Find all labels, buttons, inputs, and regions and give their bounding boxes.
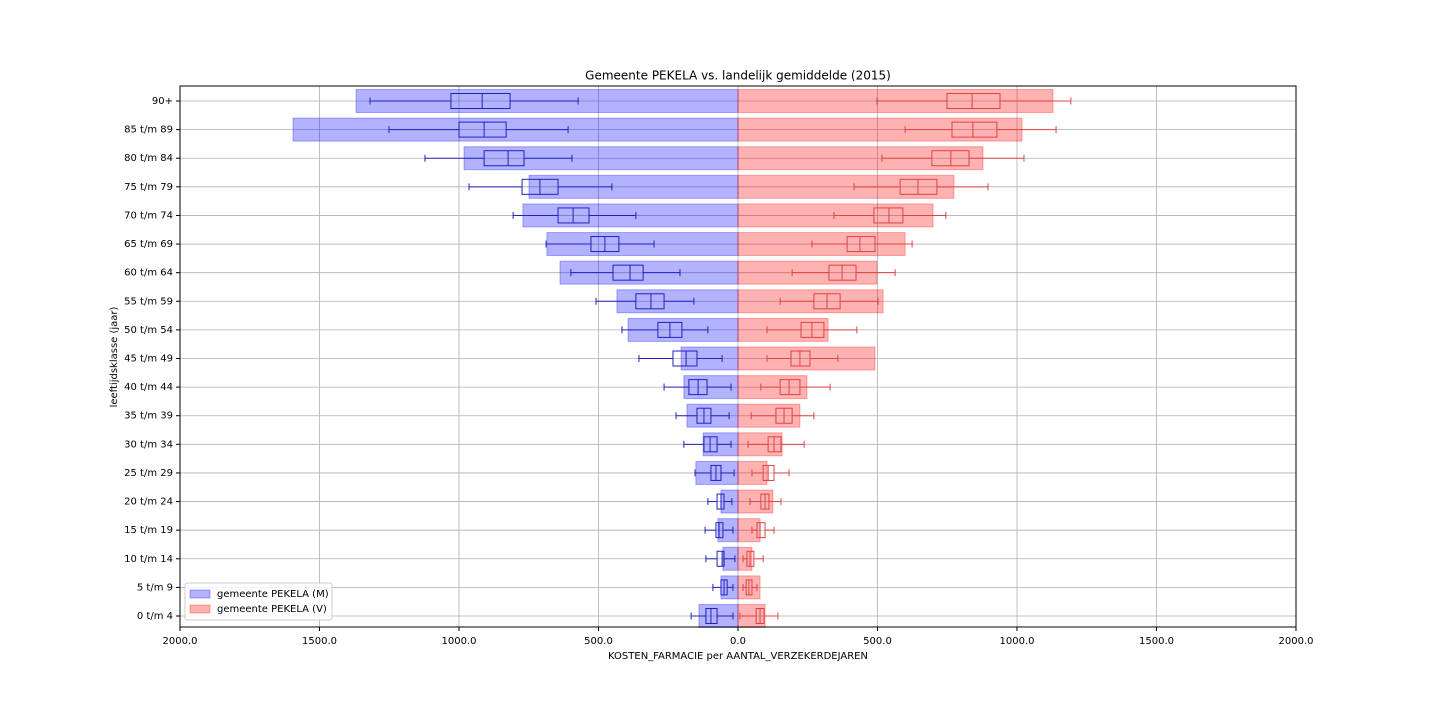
y-tick-label: 50 t/m 54 (124, 325, 173, 336)
x-tick-label: 2000.0 (1279, 636, 1314, 647)
y-tick-label: 90+ (152, 96, 173, 107)
box (756, 522, 766, 539)
box (951, 121, 998, 138)
box (483, 150, 525, 167)
box (846, 236, 876, 253)
x-tick-label: 1000.0 (442, 636, 477, 647)
y-tick-label: 5 t/m 9 (137, 582, 173, 593)
x-tick-label: 1500.0 (1139, 636, 1174, 647)
box (800, 321, 825, 338)
box (705, 608, 718, 624)
y-tick-label: 60 t/m 64 (124, 268, 173, 279)
bar (528, 174, 739, 199)
bar (737, 117, 1023, 142)
y-tick-label: 35 t/m 39 (124, 411, 173, 422)
legend-label: gemeente PEKELA (M) (217, 589, 329, 600)
bar (737, 146, 984, 171)
chart-title: Gemeente PEKELA vs. landelijk gemiddelde… (585, 69, 891, 83)
legend-label: gemeente PEKELA (V) (217, 604, 327, 615)
box (779, 379, 801, 396)
x-tick-label: 2000.0 (163, 636, 198, 647)
plot-frame (179, 85, 1297, 628)
box (946, 93, 1001, 109)
box (672, 350, 698, 367)
box (767, 436, 782, 453)
y-axis-label: leeftijdsklasse (jaar) (109, 306, 120, 407)
box (612, 264, 644, 281)
y-tick-label: 20 t/m 24 (124, 497, 173, 508)
y-tick-label: 15 t/m 19 (124, 525, 173, 536)
x-tick-label: 0.0 (730, 636, 746, 647)
y-tick-label: 85 t/m 89 (124, 125, 173, 136)
y-tick-label: 55 t/m 59 (124, 296, 173, 307)
box (635, 293, 665, 310)
legend: gemeente PEKELA (M) gemeente PEKELA (V) (184, 582, 333, 621)
box (450, 93, 511, 109)
marks (292, 89, 1072, 628)
y-tick-label: 40 t/m 44 (124, 382, 173, 393)
y-tick-label: 10 t/m 14 (124, 554, 173, 565)
y-tick-label: 70 t/m 74 (124, 210, 173, 221)
bar (737, 174, 955, 199)
x-tick-label: 1500.0 (302, 636, 337, 647)
legend-swatch (189, 589, 211, 599)
x-axis-label: KOSTEN_FARMACIE per AANTAL_VERZEKERDEJAR… (608, 651, 868, 662)
x-tick-label: 1000.0 (1000, 636, 1035, 647)
legend-frame (184, 582, 333, 621)
x-tick-label: 500.0 (584, 636, 613, 647)
bar (463, 146, 739, 171)
box (899, 178, 938, 195)
bar (737, 346, 876, 371)
box (716, 550, 725, 567)
box (458, 121, 507, 138)
y-tick-label: 30 t/m 34 (124, 439, 173, 450)
box (790, 350, 811, 367)
y-tick-label: 0 t/m 4 (137, 611, 173, 622)
x-tick-label: 500.0 (863, 636, 892, 647)
y-tick-label: 45 t/m 49 (124, 354, 173, 365)
box (873, 207, 904, 224)
y-tick-label: 25 t/m 29 (124, 468, 173, 479)
legend-swatch (189, 604, 211, 614)
y-tick-label: 65 t/m 69 (124, 239, 173, 250)
y-tick-label: 75 t/m 79 (124, 182, 173, 193)
y-tick-label: 80 t/m 84 (124, 153, 173, 164)
grid: 2000.0 1500.0 1000.0 500.0 0.0 500.0 1000.0 150… (124, 86, 1314, 647)
